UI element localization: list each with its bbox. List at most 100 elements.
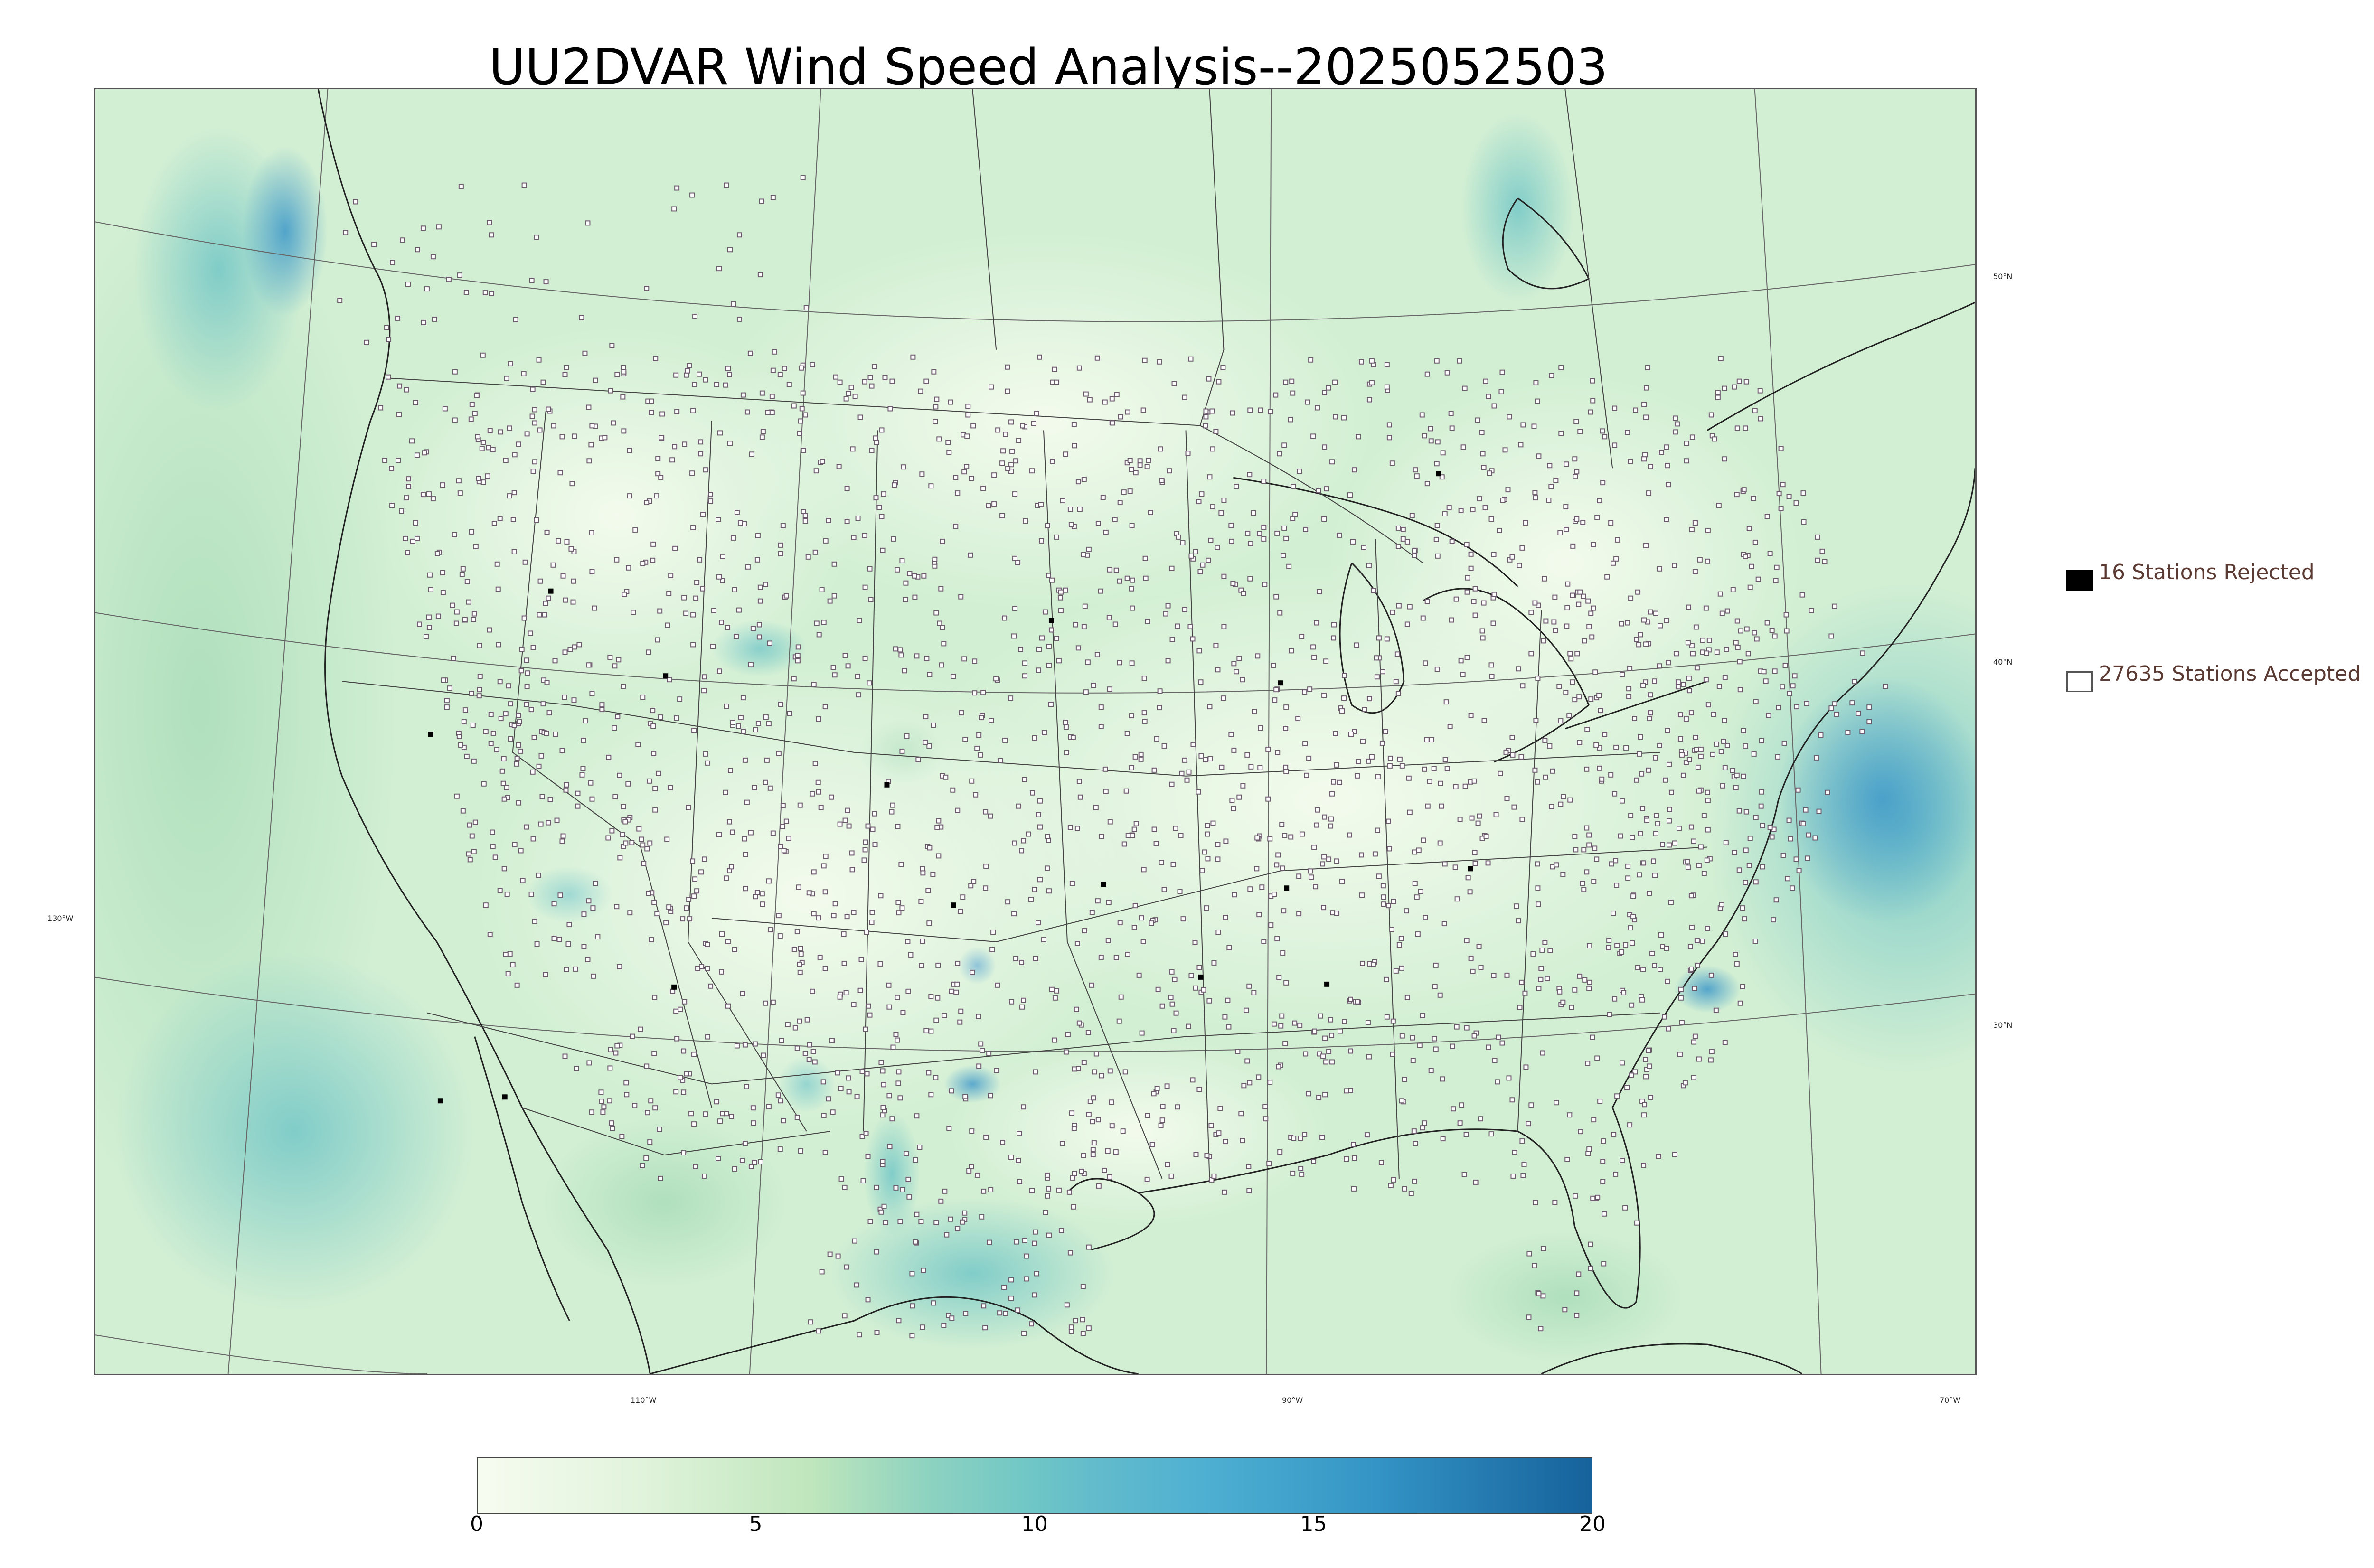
station-marker [678,1006,683,1012]
station-marker [497,679,503,685]
station-marker [1182,394,1187,400]
station-marker [857,618,862,623]
station-marker [588,442,594,448]
station-marker [756,634,762,640]
colorbar-segment [1201,1458,1369,1513]
station-marker [1536,986,1542,991]
station-marker [716,832,722,837]
station-marker [1393,968,1399,974]
station-marker [816,632,822,638]
station-marker [767,640,772,646]
station-marker [972,658,978,664]
station-marker [1628,459,1633,464]
station-marker [426,491,432,497]
station-marker [559,748,565,753]
station-marker [862,379,867,385]
station-marker [708,498,714,504]
station-marker [862,847,868,853]
station-marker [581,944,587,949]
station-marker [791,946,797,952]
station-marker [589,530,594,535]
station-marker [729,829,735,835]
station-marker [645,1110,650,1116]
station-marker [646,649,651,655]
station-marker [1526,1121,1531,1127]
station-marker [895,824,901,829]
station-marker [1640,967,1646,972]
station-marker [902,668,907,674]
station-marker [1032,1240,1037,1246]
station-marker [507,425,512,431]
station-marker [1659,450,1664,455]
station-marker [1532,767,1538,773]
station-marker [1208,1123,1214,1128]
station-marker [810,362,815,367]
station-marker [1528,610,1534,615]
station-marker [974,745,980,751]
station-marker [702,674,707,680]
station-marker [724,704,729,709]
station-marker [674,1036,680,1042]
station-marker [1149,920,1154,926]
station-marker [743,852,748,857]
station-marker [681,1089,687,1095]
station-marker [589,691,595,696]
station-marker [889,809,895,815]
station-marker [1129,660,1135,666]
station-marker [512,842,518,847]
station-marker [1758,803,1764,809]
station-marker [1167,468,1172,474]
station-marker [1481,465,1487,470]
station-marker [1124,575,1130,581]
station-marker [508,361,513,366]
station-marker [1207,704,1213,710]
station-marker [1465,875,1471,881]
station-marker [571,578,576,584]
station-marker [1092,1069,1097,1075]
station-marker [775,1092,781,1098]
station-marker [1322,814,1328,820]
station-marker [895,1037,900,1043]
station-marker [1800,490,1806,496]
station-marker [1517,563,1522,568]
station-marker [844,518,850,524]
station-marker [1076,1020,1082,1026]
station-marker [403,535,408,541]
station-marker [1019,1004,1025,1010]
station-marker [1424,371,1430,377]
station-marker [893,1032,899,1037]
station-marker [1185,451,1191,456]
station-marker [1272,892,1277,897]
station-marker [1209,408,1215,414]
station-marker [1169,969,1175,975]
station-marker [568,546,574,552]
station-marker [460,566,466,572]
station-marker [1120,1128,1126,1134]
station-marker [1068,1329,1074,1334]
station-marker [1799,592,1805,598]
station-marker [1118,994,1124,1000]
station-marker [699,964,705,969]
station-marker [1689,434,1695,440]
station-marker [1652,963,1658,968]
station-marker [979,715,984,721]
station-marker [881,491,886,497]
station-marker [551,423,556,429]
station-marker [1098,588,1103,594]
station-marker [1344,1156,1349,1162]
station-marker [1439,474,1445,480]
station-marker [1411,1128,1417,1134]
station-marker [1182,607,1187,612]
station-marker [865,1154,871,1159]
station-marker [927,845,933,851]
station-marker [744,409,750,415]
station-marker [1095,520,1101,526]
station-marker [1866,704,1872,710]
station-marker [946,450,952,455]
station-marker [1005,364,1010,370]
station-marker [928,1092,934,1098]
station-marker [1124,731,1130,736]
station-marker [938,586,944,592]
station-marker [1663,517,1669,522]
station-marker [471,611,477,617]
